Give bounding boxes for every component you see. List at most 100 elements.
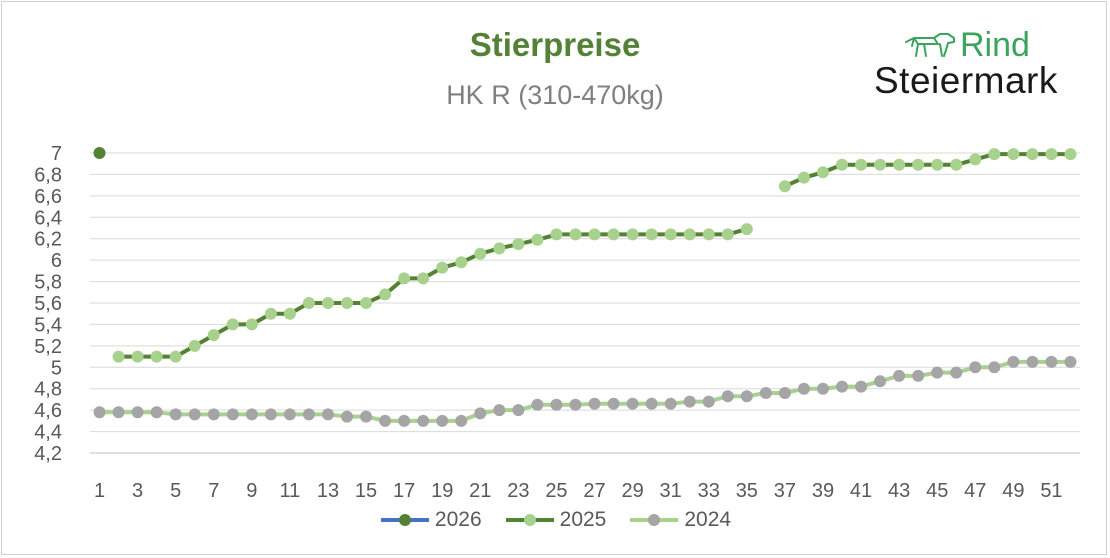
series-group	[93, 147, 1077, 427]
data-point-2025	[398, 272, 411, 285]
data-point-2025	[664, 228, 677, 241]
data-point-2025	[245, 318, 258, 331]
data-point-2025	[283, 307, 296, 320]
data-point-2024	[512, 404, 525, 417]
x-tick-label: 33	[698, 480, 720, 502]
data-point-2025	[836, 158, 849, 171]
data-point-2024	[302, 408, 315, 421]
data-point-2025	[1045, 148, 1058, 161]
data-point-2024	[569, 398, 582, 411]
legend-item-2026: 2026	[379, 508, 482, 532]
data-point-2025	[550, 228, 563, 241]
data-point-2024	[455, 414, 468, 427]
data-point-2024	[417, 414, 430, 427]
series-2026	[93, 147, 106, 159]
data-point-2024	[1026, 355, 1039, 368]
data-point-2024	[626, 397, 639, 410]
y-tick-label: 6,4	[34, 207, 62, 229]
data-point-2025	[379, 288, 392, 301]
data-point-2024	[702, 395, 715, 408]
y-axis-labels: 4,24,44,64,855,25,45,65,866,26,46,66,87	[34, 143, 62, 465]
x-tick-label: 31	[660, 480, 682, 502]
rind-steiermark-logo: Rind Steiermark	[872, 26, 1062, 101]
x-tick-label: 15	[355, 480, 377, 502]
data-point-2024	[150, 406, 163, 419]
data-point-2024	[436, 414, 449, 427]
legend-label-2025: 2025	[559, 508, 607, 531]
data-point-2025	[474, 247, 487, 260]
data-point-2024	[988, 361, 1001, 374]
data-point-2024	[360, 410, 373, 423]
data-point-2024	[874, 375, 887, 388]
data-point-2025	[893, 158, 906, 171]
data-point-2024	[950, 366, 963, 379]
data-point-2024	[797, 382, 810, 395]
chart-legend: 2026 2025 2024	[0, 508, 1110, 532]
data-point-2025	[436, 261, 449, 274]
logo-text-rind: Rind	[960, 26, 1030, 64]
x-tick-label: 9	[246, 480, 257, 502]
series-line-2024	[99, 359, 1071, 423]
data-point-2025	[702, 228, 715, 241]
data-point-2024	[550, 398, 563, 411]
x-tick-label: 29	[621, 480, 643, 502]
data-point-2025	[112, 350, 125, 363]
data-point-2024	[531, 398, 544, 411]
data-point-2024	[607, 397, 620, 410]
data-point-2025	[645, 228, 658, 241]
data-point-2025	[169, 350, 182, 363]
data-point-2025	[683, 228, 696, 241]
data-point-2024	[1064, 355, 1077, 368]
y-tick-label: 5	[51, 357, 62, 379]
data-point-2024	[931, 366, 944, 379]
data-point-2025	[302, 297, 315, 309]
data-point-2025	[569, 228, 582, 241]
data-point-2024	[207, 408, 220, 421]
chart-subtitle: HK R (310-470kg)	[446, 80, 664, 110]
data-point-2024	[474, 407, 487, 420]
x-tick-label: 25	[545, 480, 567, 502]
data-point-2025	[417, 272, 430, 285]
legend-item-2025: 2025	[504, 508, 607, 532]
data-point-2024	[93, 406, 106, 419]
data-point-2025	[721, 228, 734, 241]
data-point-2025	[150, 350, 163, 363]
data-point-2025	[321, 297, 334, 309]
data-point-2024	[188, 408, 201, 421]
data-point-2025	[512, 238, 525, 251]
data-point-2025	[1026, 148, 1039, 161]
data-point-2024	[1007, 355, 1020, 368]
data-point-2024	[1045, 355, 1058, 368]
data-point-2024	[283, 408, 296, 421]
data-point-2024	[131, 406, 144, 419]
data-point-2024	[969, 361, 982, 374]
data-point-2024	[645, 397, 658, 410]
data-point-2025	[207, 329, 220, 342]
x-tick-label: 43	[888, 480, 910, 502]
logo-text-steiermark: Steiermark	[874, 60, 1058, 101]
chart-title: Stierpreise	[469, 26, 641, 63]
data-point-2024	[245, 408, 258, 421]
data-point-2024	[740, 390, 753, 403]
data-point-2024	[493, 404, 506, 417]
x-tick-label: 45	[926, 480, 948, 502]
data-point-2024	[112, 406, 125, 419]
x-tick-label: 39	[812, 480, 834, 502]
x-tick-label: 1	[94, 480, 105, 502]
data-point-2025	[950, 158, 963, 171]
data-point-2025	[931, 158, 944, 171]
x-tick-label: 7	[208, 480, 219, 502]
data-point-2025	[588, 228, 601, 241]
data-point-2024	[664, 397, 677, 410]
x-tick-label: 27	[583, 480, 605, 502]
x-tick-label: 49	[1002, 480, 1024, 502]
x-tick-label: 17	[393, 480, 415, 502]
data-point-2025	[360, 297, 373, 309]
data-point-2024	[683, 395, 696, 408]
x-tick-label: 35	[736, 480, 758, 502]
data-point-2025	[626, 228, 639, 241]
series-line-2025	[784, 152, 1071, 189]
series-2025	[112, 148, 1077, 363]
